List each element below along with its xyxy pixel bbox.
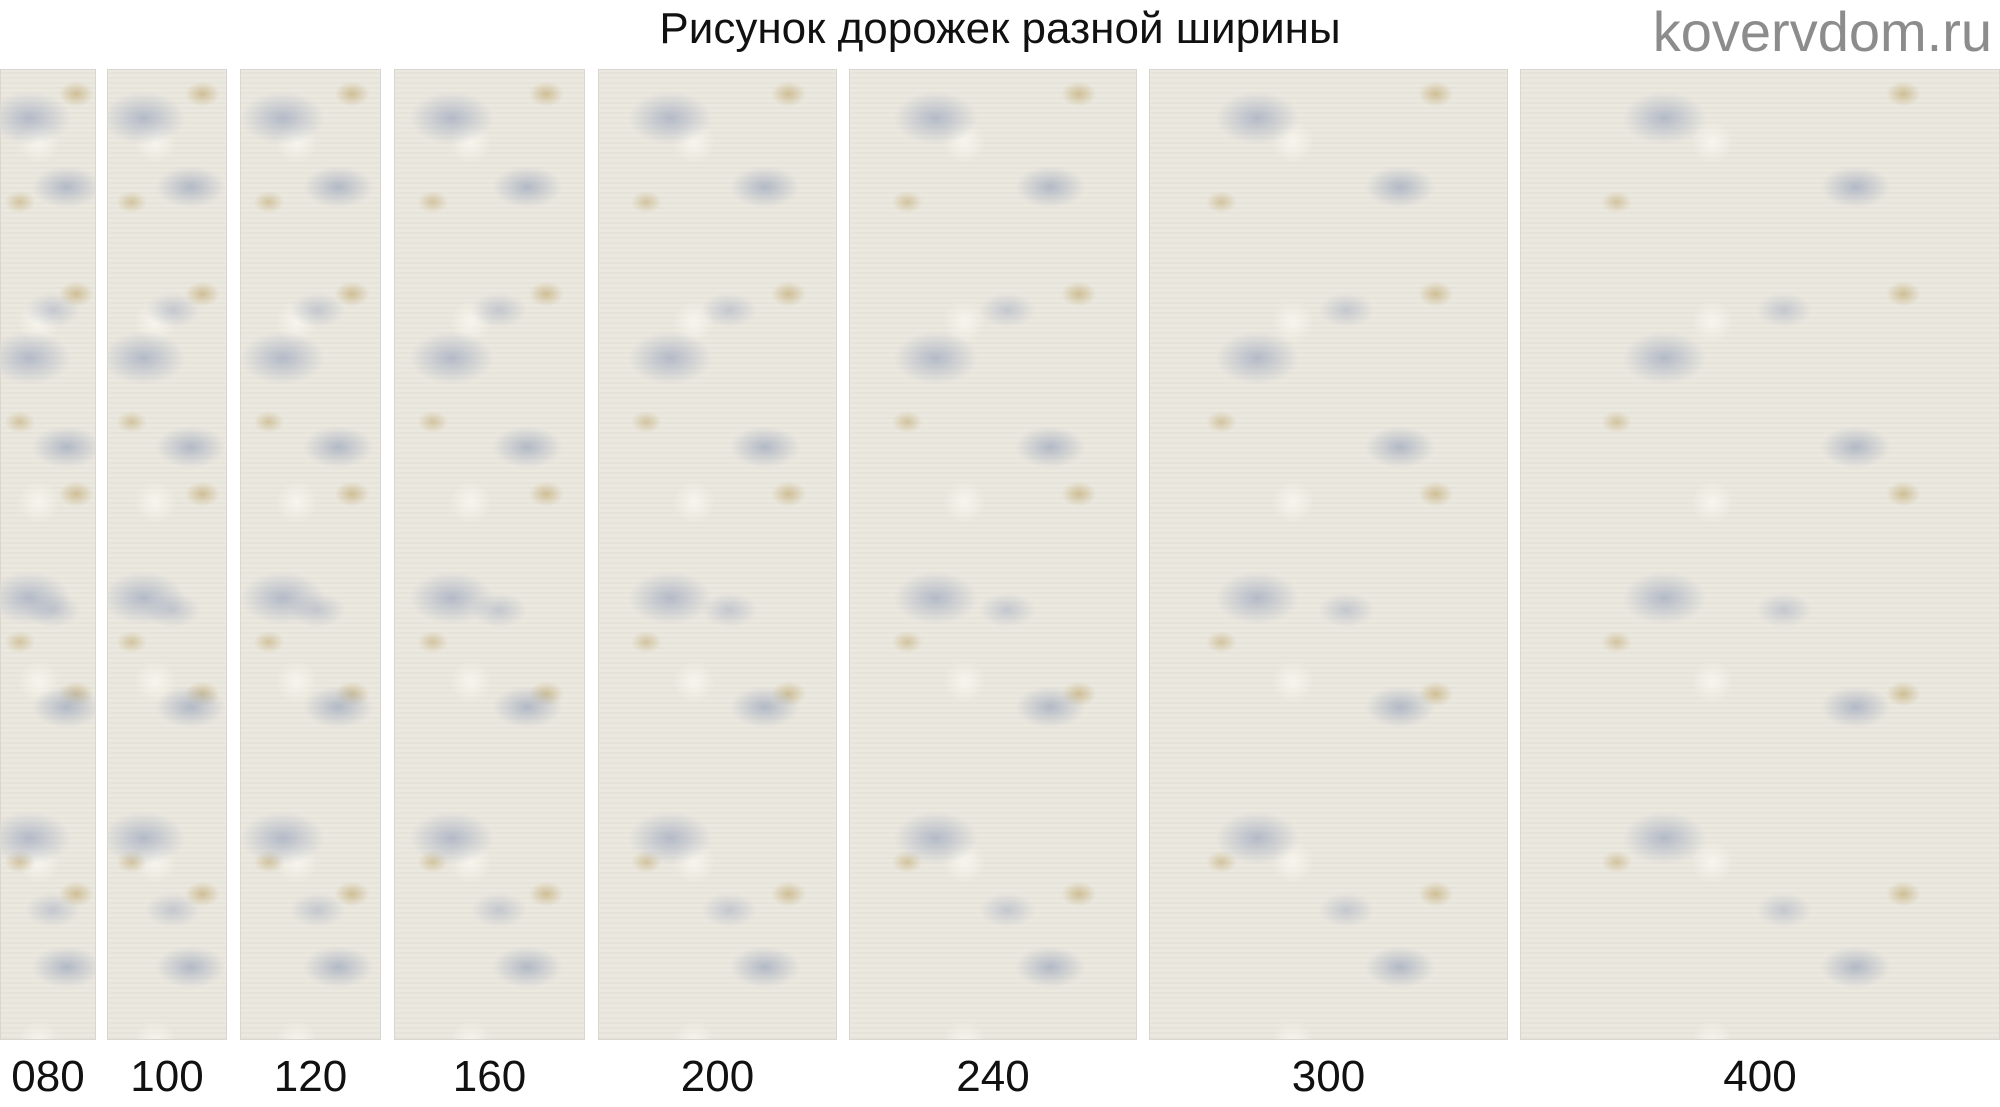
width-label: 120 [273,1052,348,1101]
runner-image-400 [1520,69,2000,1040]
width-label: 100 [130,1052,204,1101]
runner-image-200 [598,69,837,1040]
runner-image-120 [240,69,381,1040]
width-label: 400 [1723,1052,1797,1101]
width-label: 080 [11,1052,85,1101]
runner-image-100 [107,69,227,1040]
page-title: Рисунок дорожек разной ширины [659,4,1341,53]
width-label: 160 [452,1052,527,1101]
watermark: kovervdom.ru [1652,0,1992,63]
width-label: 300 [1291,1052,1366,1101]
runner-image-080 [0,69,96,1040]
runner-image-300 [1149,69,1508,1040]
runner-image-240 [849,69,1137,1040]
runner-image-160 [394,69,585,1040]
width-label: 200 [680,1052,755,1101]
width-label: 240 [956,1052,1030,1101]
